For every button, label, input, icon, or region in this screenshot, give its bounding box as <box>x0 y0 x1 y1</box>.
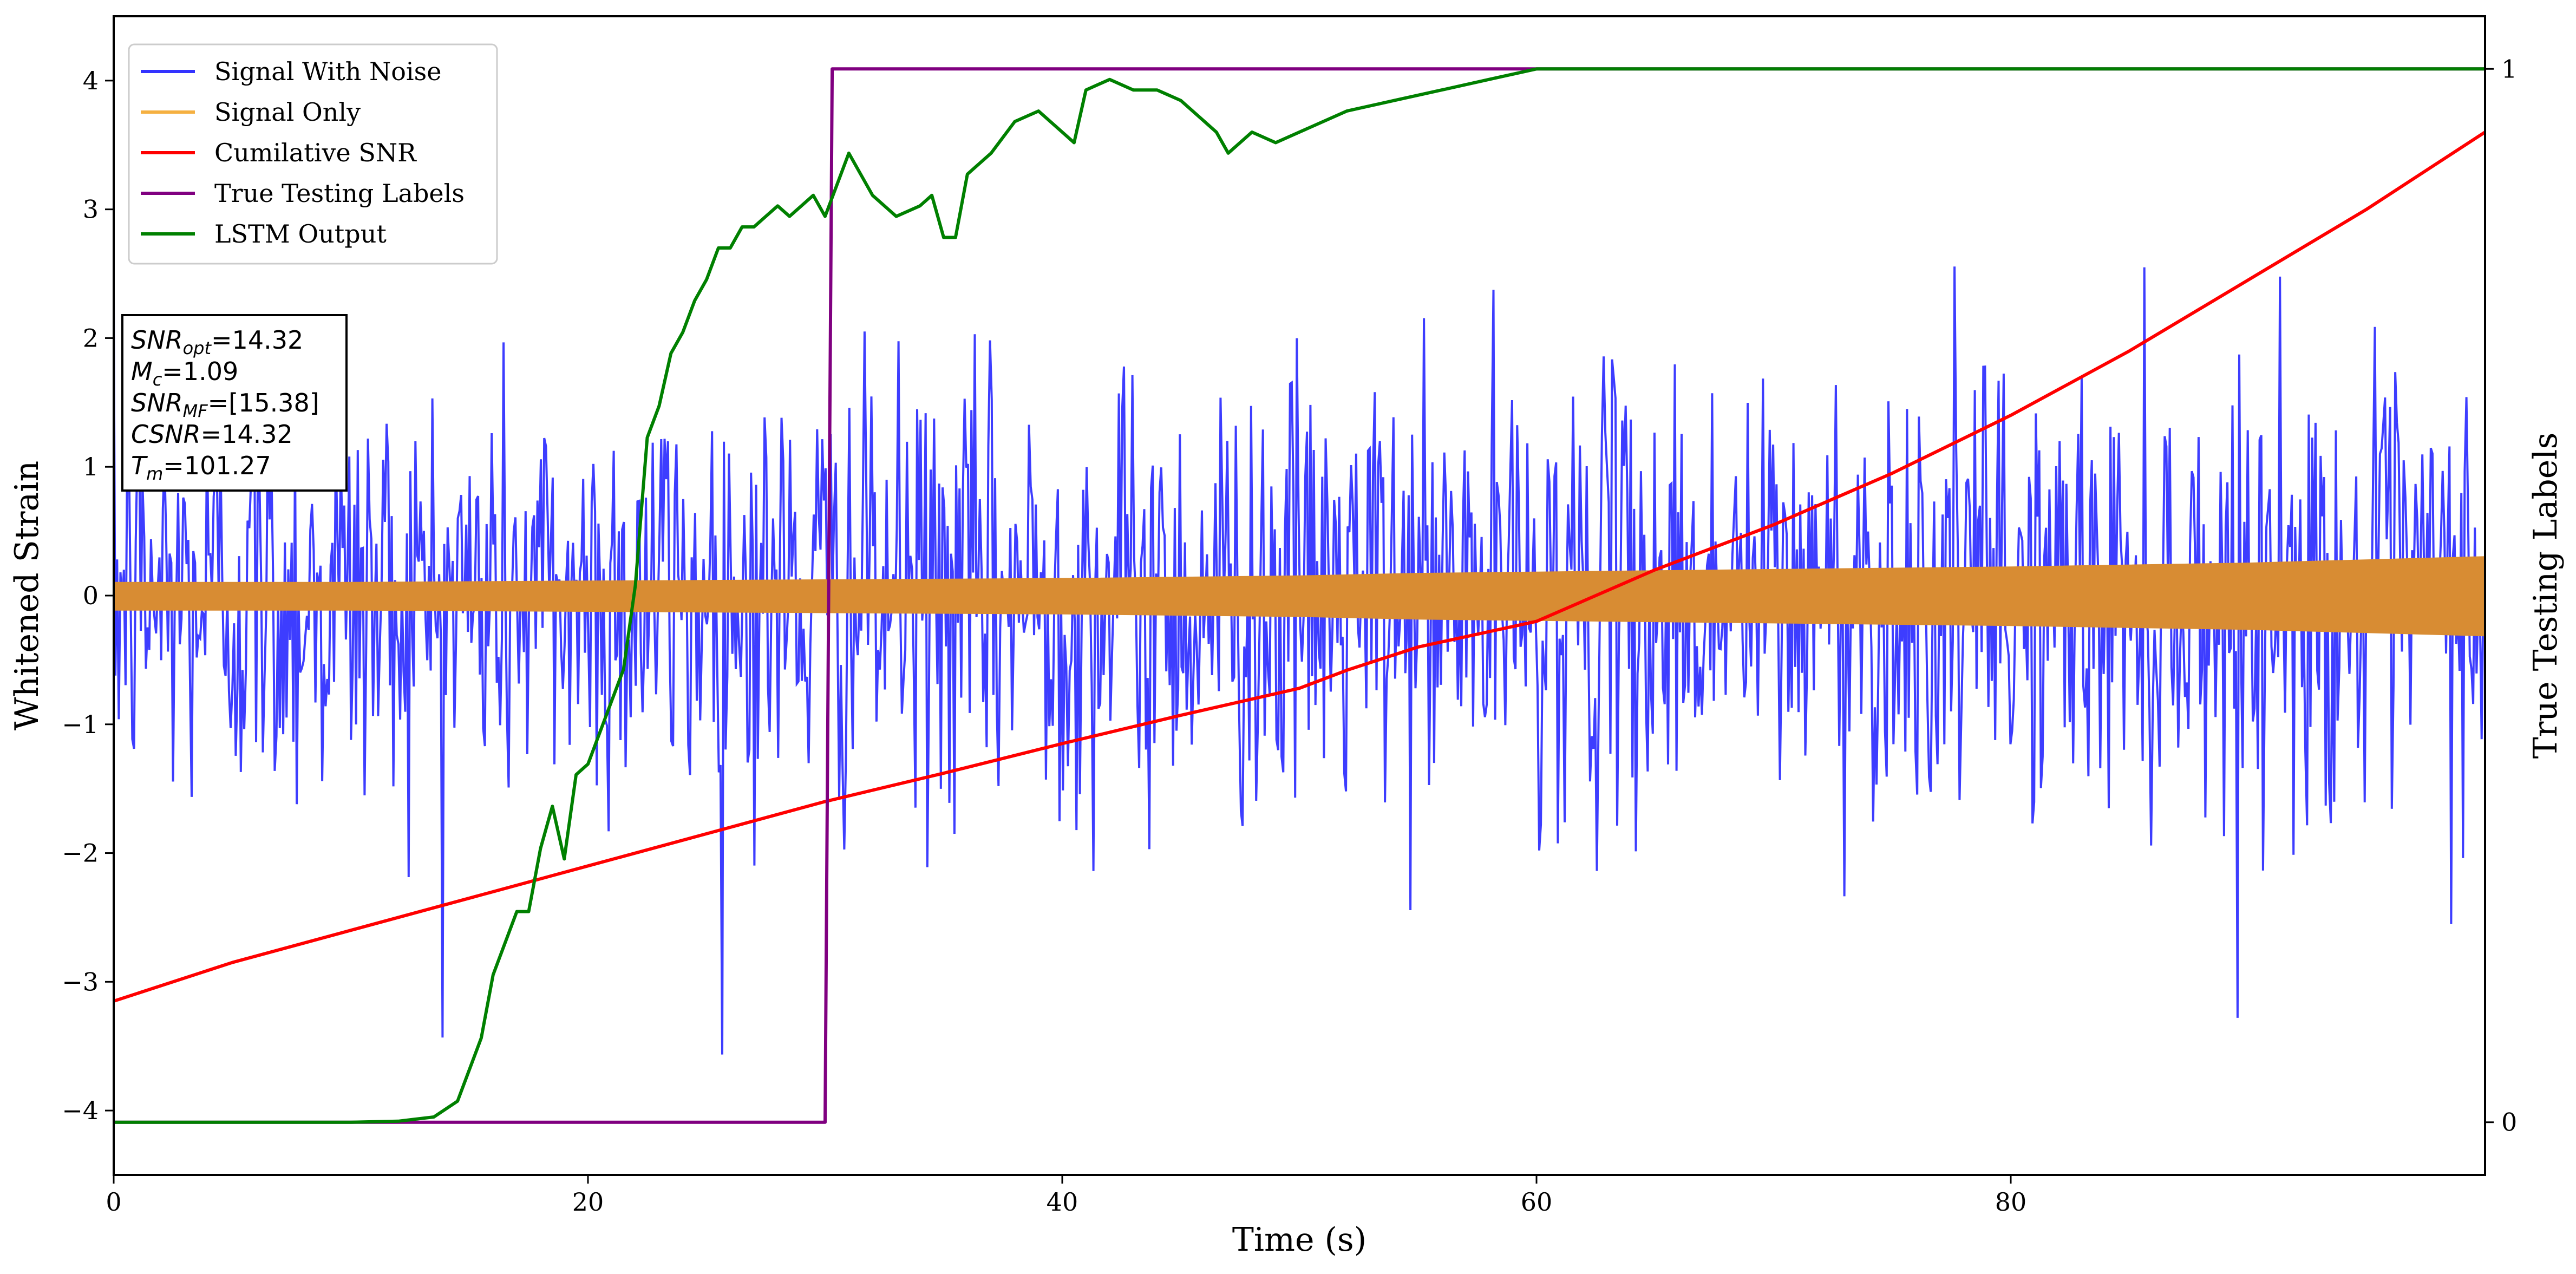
x-axis-label: Time (s) <box>1232 1221 1367 1259</box>
annotation-line: SNRopt=14.32 <box>131 325 303 358</box>
x-tick-label: 80 <box>1995 1187 2027 1217</box>
x-tick-label: 60 <box>1521 1187 1553 1217</box>
y-tick-label: −3 <box>62 967 99 996</box>
series-signal-only-band <box>114 556 2485 637</box>
legend-box <box>128 43 498 265</box>
y-tick-label: 3 <box>83 195 99 224</box>
legend: Signal With Noise Signal Only Cumilative S… <box>128 43 498 265</box>
y-tick-label: 2 <box>83 323 99 352</box>
y-tick-label: −4 <box>62 1096 99 1125</box>
y2-tick-label: 0 <box>2501 1108 2517 1137</box>
plot-content <box>114 67 2485 1124</box>
series-lstm-output-line <box>114 67 2485 1124</box>
legend-label: LSTM Output <box>214 219 387 249</box>
y-tick-label: −2 <box>62 839 99 868</box>
series-cumilative-snr-line <box>114 130 2485 1003</box>
y-tick-label: 4 <box>83 66 99 95</box>
parameter-annotation-box: SNRopt=14.32Mc=1.09SNRMF=[15.38]CSNR=14.… <box>121 314 348 492</box>
y2-tick-label: 1 <box>2501 54 2517 83</box>
x-tick-label: 40 <box>1047 1187 1078 1217</box>
legend-label: True Testing Labels <box>214 179 465 208</box>
x-tick-label: 20 <box>572 1187 604 1217</box>
y-tick-label: 0 <box>83 581 99 610</box>
annotation-line: Tm=101.27 <box>131 451 271 484</box>
y-tick-label: 1 <box>83 452 99 481</box>
annotation-line: Mc=1.09 <box>131 357 238 390</box>
y2-axis-label: True Testing Labels <box>2527 433 2565 759</box>
y-axis-label: Whitened Strain <box>8 461 46 730</box>
x-tick-label: 0 <box>106 1187 121 1217</box>
annotation-line: CSNR=14.32 <box>131 420 293 449</box>
legend-label: Signal Only <box>214 97 361 127</box>
plot-area <box>114 67 2485 1124</box>
legend-label: Signal With Noise <box>214 57 441 86</box>
annotation-box-frame <box>121 314 348 492</box>
y-tick-label: −1 <box>62 710 99 739</box>
legend-label: Cumilative SNR <box>214 138 417 167</box>
annotation-line: SNRMF=[15.38] <box>131 388 319 421</box>
series-signal-with-noise-line <box>114 266 2485 1055</box>
